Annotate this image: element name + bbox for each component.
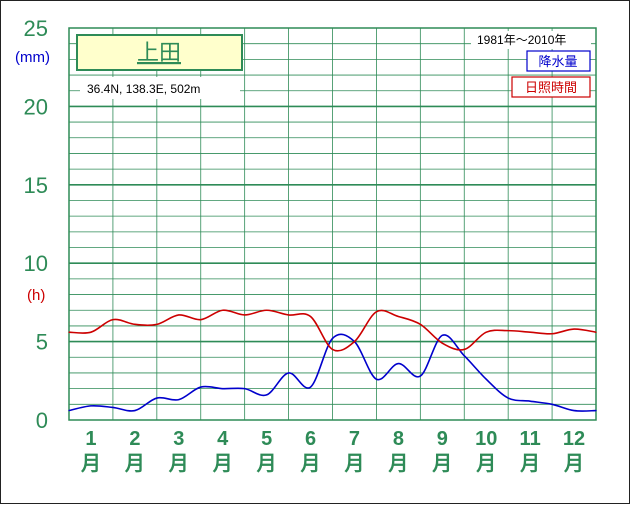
month-labels: 1 月 2 月 3 月 4 月 5 月 6 月 7 月 8 月 9 月 10 月 11 月 12 月 [80, 428, 585, 475]
precipitation-point [463, 355, 465, 357]
sunshine-point [419, 323, 421, 325]
sunshine-point [375, 311, 378, 313]
sunshine-point [68, 331, 70, 333]
sunshine-point [222, 309, 224, 311]
month-suffix: 月 [168, 453, 189, 475]
month-number: 1 [85, 428, 96, 450]
y-tick-label: 5 [36, 330, 48, 355]
precipitation-point [595, 409, 597, 412]
precipitation-point [485, 378, 487, 380]
month-number: 9 [437, 428, 448, 450]
month-number: 11 [520, 428, 541, 450]
sunshine-point [529, 331, 531, 333]
precipitation-point [419, 375, 421, 377]
sunshine-point [134, 323, 136, 325]
precipitation-point [156, 397, 158, 399]
precipitation-point [331, 337, 334, 340]
sunshine-point [112, 319, 114, 321]
sunshine-point [200, 319, 202, 321]
month-number: 7 [349, 428, 360, 450]
legend-sun: 日照時間 [525, 80, 577, 95]
month-suffix: 月 [431, 453, 452, 475]
month-suffix: 月 [80, 453, 101, 475]
y-unit-sun: (h) [27, 287, 45, 304]
month-suffix: 月 [519, 453, 540, 475]
month-suffix: 月 [124, 453, 145, 475]
precipitation-point [551, 403, 553, 405]
sunshine-point [266, 309, 268, 311]
month-suffix: 月 [343, 453, 364, 475]
precipitation-point [200, 386, 202, 388]
sunshine-point [90, 331, 92, 333]
sunshine-point [244, 314, 246, 316]
precipitation-point [375, 378, 378, 380]
month-number: 8 [393, 428, 404, 450]
sunshine-point [397, 315, 399, 318]
precipitation-point [112, 406, 114, 409]
period-label: 1981年〜2010年 [477, 33, 566, 47]
precipitation-point [507, 397, 509, 399]
month-suffix: 月 [300, 453, 321, 475]
month-suffix: 月 [212, 453, 233, 475]
precipitation-point [266, 394, 268, 396]
precipitation-point [222, 388, 224, 390]
precipitation-point [90, 405, 92, 407]
month-number: 5 [261, 428, 272, 450]
month-suffix: 月 [563, 453, 584, 475]
y-tick-label: 0 [36, 408, 48, 433]
sunshine-point [309, 315, 312, 318]
sunshine-point [551, 333, 553, 335]
sunshine-point [507, 330, 509, 332]
precipitation-point [244, 388, 246, 390]
legend-sun-box [511, 76, 591, 98]
legend-precip-box [526, 50, 591, 72]
legend-precip: 降水量 [538, 54, 577, 69]
month-suffix: 月 [475, 453, 496, 475]
precipitation-point [178, 399, 180, 401]
sunshine-point [331, 348, 334, 351]
location-bg [80, 77, 240, 99]
precipitation-point [441, 334, 443, 336]
month-number: 4 [217, 428, 229, 450]
month-number: 2 [129, 428, 140, 450]
y-tick-labels: 0 5 10 15 20 25 [24, 16, 48, 433]
month-number: 10 [475, 428, 497, 450]
y-tick-label: 10 [24, 251, 48, 276]
y-tick-label: 20 [24, 94, 48, 119]
sunshine-point [573, 328, 575, 330]
sunshine-point [287, 314, 290, 316]
sunshine-point [463, 348, 465, 351]
precipitation-point [134, 409, 136, 412]
sunshine-point [178, 314, 180, 316]
sunshine-point [485, 331, 487, 333]
y-tick-label: 25 [24, 16, 48, 41]
location-info: 36.4N, 138.3E, 502m [87, 82, 200, 96]
month-number: 3 [173, 428, 184, 450]
sunshine-point [156, 323, 158, 325]
title-box [76, 34, 243, 71]
series-lines [68, 309, 597, 412]
precipitation-point [309, 386, 312, 388]
y-tick-label: 15 [24, 173, 48, 198]
sunshine-point [441, 342, 443, 344]
precipitation-point [68, 409, 70, 412]
y-unit-precip: (mm) [15, 49, 50, 66]
precipitation-point [287, 372, 290, 374]
month-suffix: 月 [387, 453, 408, 475]
sunshine-point [353, 341, 356, 343]
period-bg [471, 31, 591, 49]
month-number: 12 [563, 428, 585, 450]
month-suffix: 月 [256, 453, 277, 475]
month-number: 6 [305, 428, 316, 450]
precipitation-point [397, 362, 399, 365]
sunshine-point [595, 331, 597, 333]
precipitation-point [529, 400, 531, 402]
precipitation-point [573, 409, 575, 412]
chart-title: 上田 [137, 40, 181, 65]
